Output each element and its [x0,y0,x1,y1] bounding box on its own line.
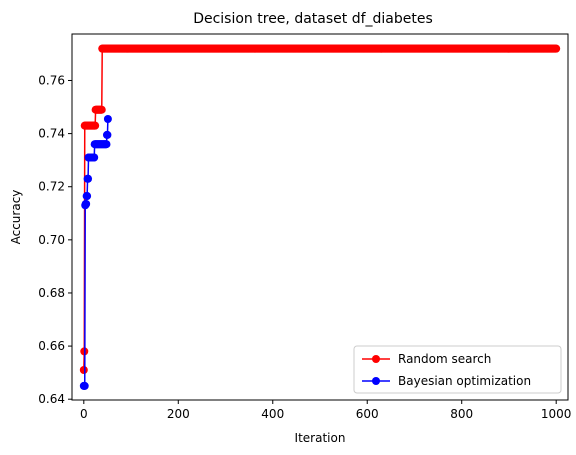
y-tick-label: 0.66 [38,339,65,353]
data-point [90,153,99,162]
x-tick-label: 200 [167,407,190,421]
data-point [80,381,89,390]
x-tick-label: 400 [261,407,284,421]
y-tick-label: 0.64 [38,392,65,406]
y-axis-label: Accuracy [9,190,23,245]
legend-label-bayesian: Bayesian optimization [398,374,531,388]
data-point [82,199,91,208]
x-axis: 0 200 400 600 800 1000 [80,400,571,421]
legend-label-random: Random search [398,352,491,366]
x-tick-label: 0 [80,407,88,421]
data-point [83,192,92,201]
x-axis-label: Iteration [295,431,346,445]
data-point [103,114,112,123]
data-point [84,174,93,183]
legend-marker-bayesian [372,377,380,385]
data-point [103,130,112,139]
legend: Random search Bayesian optimization [353,345,562,394]
series-random-search [79,44,561,374]
y-tick-label: 0.70 [38,233,65,247]
legend-box [353,345,562,394]
x-tick-label: 800 [450,407,473,421]
data-point [79,365,88,374]
y-tick-label: 0.72 [38,180,65,194]
x-tick-label: 1000 [541,407,572,421]
y-tick-label: 0.74 [38,127,65,141]
y-tick-label: 0.68 [38,286,65,300]
axes-frame [71,33,569,401]
data-point [552,44,561,53]
y-tick-label: 0.76 [38,73,65,87]
data-point [102,140,111,149]
x-tick-label: 600 [356,407,379,421]
series-bayesian-optimization [79,114,112,390]
series-line [83,47,557,371]
plot-area [79,44,561,390]
data-point [97,105,106,114]
y-axis: 0.64 0.66 0.68 0.70 0.72 0.74 0.76 [38,73,72,406]
chart-title: Decision tree, dataset df_diabetes [193,11,433,27]
data-point [91,121,100,130]
legend-marker-random [372,355,380,363]
